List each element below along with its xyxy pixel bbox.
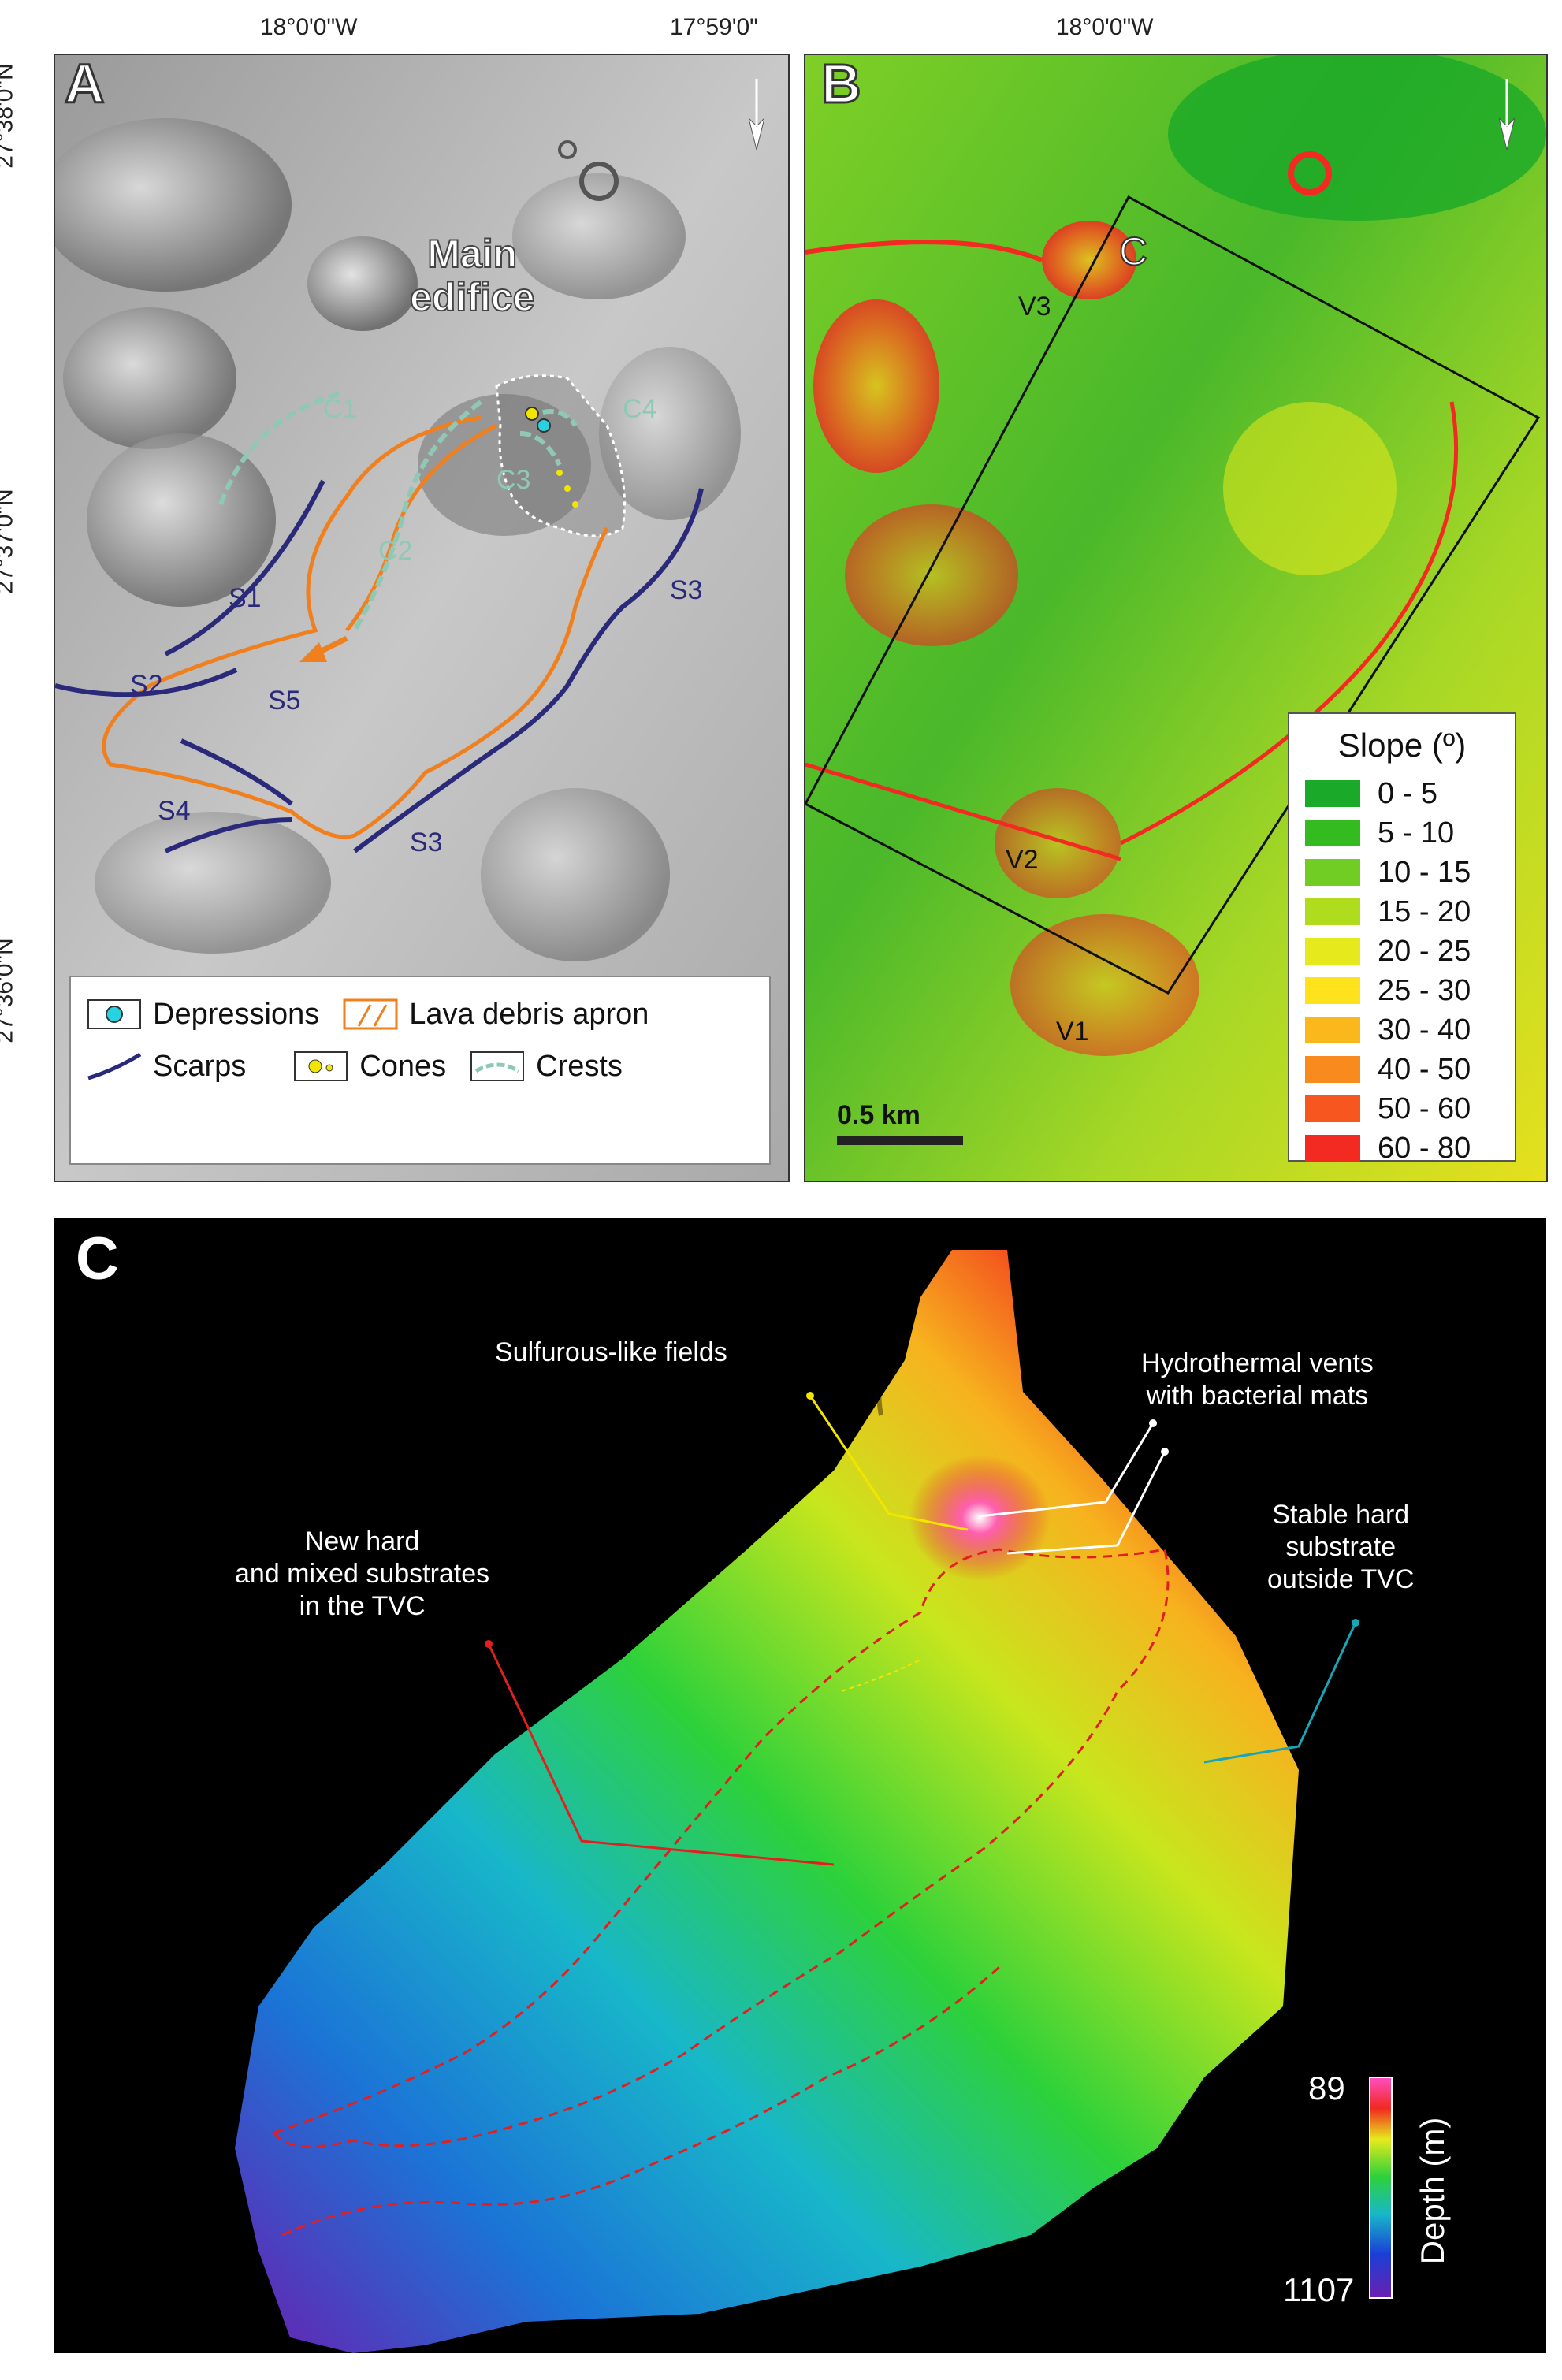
scarp-label-s4: S4 (158, 796, 191, 826)
slope-class-label: 10 - 15 (1378, 855, 1471, 889)
vent-label-v2: V2 (1006, 845, 1039, 875)
main-edifice-label: Main edifice (409, 232, 535, 320)
panel-a: A Main edifice C1 C2 C3 C4 S1 S2 S3 S3 S… (54, 54, 790, 1182)
depth-bar-top: 89 (1308, 2069, 1345, 2107)
slope-swatch (1305, 1056, 1360, 1083)
main-edifice-line-1: Main (426, 232, 518, 277)
new-substrates-line-2: and mixed substrates (235, 1558, 490, 1589)
scarp-label-s3-upper: S3 (670, 575, 703, 605)
slope-class-label: 60 - 80 (1378, 1131, 1471, 1165)
panel-a-lon-label-1: 18°0'0"W (260, 14, 358, 40)
slope-class-row: 50 - 60 (1305, 1089, 1499, 1129)
slope-swatch (1305, 1017, 1360, 1043)
slope-swatch (1305, 859, 1360, 886)
scale-bar-label: 0.5 km (837, 1100, 920, 1130)
stable-label: Stable hard substrate outside TVC (1267, 1499, 1414, 1595)
slope-class-label: 5 - 10 (1378, 816, 1455, 850)
crest-label-c2: C2 (378, 536, 413, 566)
vents-label-line-1: Hydrothermal vents (1141, 1348, 1374, 1378)
vent-label-v3: V3 (1018, 292, 1051, 322)
scarp-label-s1: S1 (229, 583, 262, 613)
sulfurous-label: Sulfurous-like fields (495, 1337, 727, 1367)
panel-a-letter: A (64, 54, 106, 116)
slope-class-label: 40 - 50 (1378, 1052, 1471, 1086)
legend-scarps: Scarps (153, 1049, 247, 1083)
scale-bar: 0.5 km (837, 1100, 963, 1145)
stable-label-line-2: substrate (1285, 1531, 1397, 1562)
new-substrates-line-3: in the TVC (299, 1590, 426, 1621)
slope-swatch (1305, 1095, 1360, 1122)
panel-b-lon-label: 18°0'0"W (1056, 14, 1154, 40)
slope-class-row: 60 - 80 (1305, 1129, 1499, 1168)
crest-label-c4: C4 (623, 394, 657, 424)
vents-label-line-2: with bacterial mats (1146, 1380, 1369, 1411)
stable-label-line-1: Stable hard (1272, 1500, 1410, 1530)
scarp-label-s2: S2 (130, 670, 163, 700)
legend-depressions: Depressions (153, 997, 320, 1031)
slope-legend: Slope (º) 0 - 5 5 - 10 10 - 15 15 - 20 20 - … (1288, 712, 1516, 1165)
panel-a-lat-label-2: 27°37'0"N (0, 489, 18, 594)
scarp-swatch-icon (87, 1052, 142, 1080)
scarp-label-s3-lower: S3 (410, 827, 443, 857)
slope-swatch (1305, 820, 1360, 846)
new-substrates-line-1: New hard (304, 1527, 420, 1556)
slope-class-row: 40 - 50 (1305, 1050, 1499, 1089)
slope-swatch (1305, 898, 1360, 925)
slope-swatch (1305, 780, 1360, 807)
slope-class-row: 15 - 20 (1305, 892, 1499, 932)
slope-class-row: 10 - 15 (1305, 853, 1499, 892)
panel-a-lon-label-2: 17°59'0" (670, 14, 758, 40)
slope-class-row: 25 - 30 (1305, 971, 1499, 1010)
panel-a-lat-label-3: 27°36'0"N (0, 938, 18, 1043)
panel-b-slope-map (805, 55, 1546, 1181)
slope-class-label: 30 - 40 (1378, 1013, 1471, 1047)
legend-cones: Cones (359, 1049, 447, 1083)
slope-class-label: 15 - 20 (1378, 894, 1471, 928)
slope-class-row: 0 - 5 (1305, 774, 1499, 813)
slope-swatch (1305, 1135, 1360, 1162)
scarp-label-s5: S5 (268, 686, 301, 716)
crest-label-c1: C1 (323, 394, 358, 424)
north-arrow-b-icon (1498, 71, 1516, 158)
slope-class-row: 30 - 40 (1305, 1010, 1499, 1050)
crest-swatch-icon (470, 1051, 525, 1081)
slope-class-row: 5 - 10 (1305, 813, 1499, 853)
slope-swatch (1305, 977, 1360, 1004)
cone-swatch-icon (294, 1051, 348, 1081)
depth-bar-bottom: 1107 (1283, 2271, 1355, 2308)
stable-label-line-3: outside TVC (1267, 1564, 1415, 1594)
panel-a-lat-label-1: 27°38'0"N (0, 63, 18, 169)
depth-bar-label: Depth (m) (1414, 2117, 1451, 2265)
slope-class-row: 20 - 25 (1305, 932, 1499, 971)
slope-swatch (1305, 938, 1360, 965)
panel-c-letter: C (76, 1225, 119, 1292)
main-edifice-line-2: edifice (409, 275, 535, 320)
vents-label: Hydrothermal vents with bacterial mats (1141, 1348, 1374, 1412)
legend-crests: Crests (536, 1049, 623, 1083)
depression-swatch-icon (87, 999, 141, 1029)
new-substrates-label: New hard and mixed substrates in the TVC (235, 1526, 489, 1622)
panel-c: C Sulfurous-like fields Hydrothermal ven… (54, 1218, 1546, 2353)
crest-label-c3: C3 (496, 465, 531, 495)
panel-b: B C V3 V2 V1 0.5 km Slope (º) 0 - 5 5 - 1… (804, 54, 1548, 1182)
slope-class-label: 50 - 60 (1378, 1091, 1471, 1125)
panel-b-letter: B (820, 54, 863, 116)
north-arrow-icon (748, 71, 765, 158)
slope-class-label: 20 - 25 (1378, 934, 1471, 968)
vent-label-v1: V1 (1056, 1017, 1089, 1047)
slope-legend-title: Slope (º) (1337, 727, 1467, 764)
panel-c-bathymetry-3d (235, 1250, 1393, 2353)
legend-lava-apron: Lava debris apron (409, 997, 649, 1031)
slope-class-label: 0 - 5 (1378, 776, 1438, 810)
panel-a-legend: Depressions Lava debris apron Scarps Con… (69, 976, 771, 1165)
slope-class-label: 25 - 30 (1378, 973, 1471, 1007)
panel-c-box-label: C (1118, 229, 1148, 274)
lava-apron-swatch-icon (343, 998, 398, 1030)
scale-bar-line (837, 1136, 963, 1145)
